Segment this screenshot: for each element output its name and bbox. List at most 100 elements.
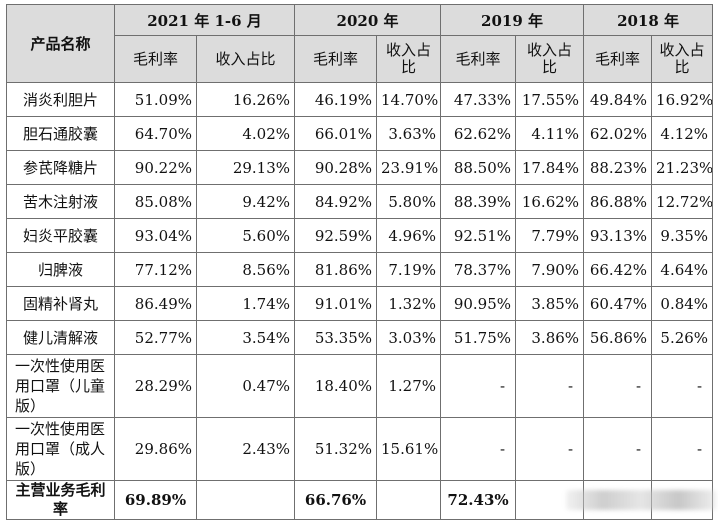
gross-margin-cell: - [583,417,653,481]
gross-margin-cell: 77.12% [114,252,197,287]
table-row: 胆石通胶囊 64.70% 4.02% 66.01% 3.63% 62.62% 4.11% 62… [6,116,714,151]
table-row: 固精补肾丸 86.49% 1.74% 91.01% 1.32% 90.95% 3.85% 60… [6,286,714,321]
revenue-share-cell: 8.56% [195,252,296,287]
gross-margin-cell: 88.23% [583,150,653,185]
revenue-share-cell: 15.61% [376,417,442,481]
revenue-share-cell: 4.96% [376,218,442,253]
header-gross-margin: 毛利率 [583,35,653,83]
gross-margin-cell: 60.47% [583,286,653,321]
revenue-share-cell: 23.91% [376,150,442,185]
gross-margin-cell: 18.40% [294,354,378,418]
header-revenue-share: 收入占比 [195,35,296,83]
watermark-blur [566,490,716,510]
header-gross-margin: 毛利率 [114,35,197,83]
table-row: 健儿清解液 52.77% 3.54% 53.35% 3.03% 51.75% 3.86% 56… [6,320,714,355]
total-gross-margin-cell: 66.76% [294,480,378,520]
table-row: 苦木注射液 85.08% 9.42% 84.92% 5.80% 88.39% 16.62% 8… [6,184,714,219]
revenue-share-cell: 3.63% [376,116,442,151]
gross-margin-cell: 53.35% [294,320,378,355]
product-name-cell: 固精补肾丸 [6,286,115,321]
table-row: 归脾液 77.12% 8.56% 81.86% 7.19% 78.37% 7.90% 66.4… [6,252,714,287]
revenue-share-cell: 4.12% [651,116,714,151]
header-revenue-share: 收入占比 [376,35,442,83]
header-year: 2021 年 1-6 月 [113,4,296,36]
header-product-name: 产品名称 [6,4,115,83]
gross-margin-cell: 47.33% [440,82,517,117]
revenue-share-cell: 1.74% [195,286,296,321]
revenue-share-cell: - [651,354,714,418]
gross-margin-cell: 64.70% [114,116,197,151]
revenue-share-cell: 17.55% [515,82,585,117]
revenue-share-cell: 5.60% [195,218,296,253]
gross-margin-cell: - [440,354,517,418]
revenue-share-cell: 16.62% [515,184,585,219]
revenue-share-cell: 16.26% [195,82,296,117]
gross-margin-cell: 90.22% [114,150,197,185]
revenue-share-cell: 29.13% [195,150,296,185]
gross-margin-cell: 66.01% [294,116,378,151]
revenue-share-cell: 1.32% [376,286,442,321]
gross-margin-cell: 51.32% [294,417,378,481]
revenue-share-cell: 3.54% [195,320,296,355]
gross-margin-cell: 52.77% [114,320,197,355]
gross-margin-cell: 92.51% [440,218,517,253]
revenue-share-cell: 2.43% [195,417,296,481]
gross-margin-cell: 93.04% [114,218,197,253]
revenue-share-cell: 16.92% [651,82,714,117]
gross-margin-cell: 86.88% [583,184,653,219]
gross-margin-cell: 62.62% [440,116,517,151]
total-gross-margin-cell: 69.89% [114,480,197,520]
revenue-share-cell: 3.03% [376,320,442,355]
gross-margin-cell: - [440,417,517,481]
gross-margin-cell: 92.59% [294,218,378,253]
gross-margin-cell: 93.13% [583,218,653,253]
gross-margin-cell: 62.02% [583,116,653,151]
gross-margin-cell: 51.09% [114,82,197,117]
total-empty-cell [195,480,296,520]
gross-margin-cell: 85.08% [114,184,197,219]
gross-margin-cell: 81.86% [294,252,378,287]
revenue-share-cell: 21.23% [651,150,714,185]
product-name-cell: 胆石通胶囊 [6,116,115,151]
gross-margin-cell: 84.92% [294,184,378,219]
gross-margin-cell: 28.29% [114,354,197,418]
gross-margin-cell: 66.42% [583,252,653,287]
table-row: 一次性使用医用口罩（儿童版） 28.29% 0.47% 18.40% 1.27% - - - - [6,354,714,418]
product-name-cell: 消炎利胆片 [6,82,115,117]
header-revenue-share: 收入占比 [515,35,585,83]
revenue-share-cell: 3.86% [515,320,585,355]
revenue-share-cell: 3.85% [515,286,585,321]
gross-margin-cell: 90.28% [294,150,378,185]
revenue-share-cell: 5.26% [651,320,714,355]
revenue-share-cell: 0.84% [651,286,714,321]
product-name-cell: 一次性使用医用口罩（儿童版） [6,354,115,418]
revenue-share-cell: 17.84% [515,150,585,185]
revenue-share-cell: 12.72% [651,184,714,219]
gross-margin-cell: 46.19% [294,82,378,117]
revenue-share-cell: 7.90% [515,252,585,287]
gross-margin-cell: 29.86% [114,417,197,481]
gross-margin-cell: 51.75% [440,320,517,355]
total-empty-cell [376,480,442,520]
product-name-cell: 健儿清解液 [6,320,115,355]
revenue-share-cell: 7.19% [376,252,442,287]
gross-margin-cell: 78.37% [440,252,517,287]
revenue-share-cell: 4.02% [195,116,296,151]
gross-margin-cell: 91.01% [294,286,378,321]
revenue-share-cell: 7.79% [515,218,585,253]
header-gross-margin: 毛利率 [294,35,378,83]
product-name-cell: 妇炎平胶囊 [6,218,115,253]
total-label: 主营业务毛利率 [6,480,115,520]
header-year: 2018 年 [583,4,714,36]
revenue-share-cell: 5.80% [376,184,442,219]
revenue-share-cell: 0.47% [195,354,296,418]
product-name-cell: 一次性使用医用口罩（成人版） [6,417,115,481]
header-year: 2019 年 [440,4,585,36]
gross-margin-cell: 90.95% [440,286,517,321]
gross-margin-cell: - [583,354,653,418]
product-name-cell: 归脾液 [6,252,115,287]
revenue-share-cell: 4.64% [651,252,714,287]
revenue-share-cell: - [651,417,714,481]
header-revenue-share: 收入占比 [651,35,714,83]
gross-margin-cell: 86.49% [114,286,197,321]
